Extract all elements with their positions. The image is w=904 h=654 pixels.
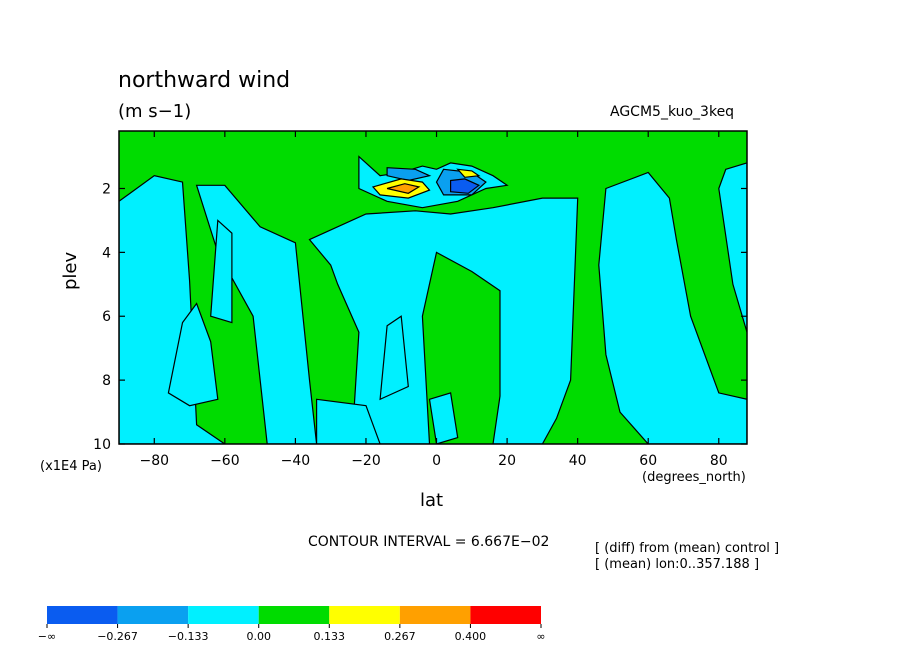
note-mean: [ (mean) lon:0..357.188 ] [595, 557, 760, 572]
contour-region-6 [428, 392, 459, 444]
contour-region-3 [167, 302, 219, 407]
x-tick-label: 80 [710, 453, 728, 469]
x-tick-label: 40 [569, 453, 587, 469]
axes: −80 −60 −40 −20 0 20 40 60 80 2 4 6 8 10 [93, 130, 748, 469]
colorbar-swatch-5 [399, 606, 471, 624]
contour-region-13 [450, 178, 481, 194]
colorbar-label-4: 0.133 [314, 630, 346, 643]
contour-region-4 [308, 197, 579, 444]
colorbar-label-3: 0.00 [246, 630, 271, 643]
contour-region-11 [386, 167, 432, 182]
y-axis-label: plev [60, 251, 81, 290]
colorbar-label-1: −0.267 [97, 630, 138, 643]
contour-region-15 [386, 183, 421, 194]
contour-region-8 [718, 162, 747, 333]
y-tick-label: 4 [102, 245, 111, 261]
y-tick-label: 10 [93, 437, 111, 453]
x-tick-label: 0 [432, 453, 441, 469]
chart-title: northward wind [118, 68, 291, 93]
contour-interval: CONTOUR INTERVAL = 6.667E−02 [308, 534, 550, 550]
colorbar-swatch-2 [188, 606, 259, 624]
contour-region-16 [456, 168, 481, 178]
plot-area [119, 131, 747, 444]
colorbar-swatch-4 [329, 606, 400, 624]
colorbar-label-7: ∞ [536, 630, 545, 643]
x-axis-unit: (degrees_north) [642, 470, 746, 485]
contour-region-2 [210, 219, 233, 324]
colorbar-swatch-1 [117, 606, 189, 624]
colorbar-label-6: 0.400 [455, 630, 487, 643]
contour-region-7 [598, 171, 747, 444]
x-axis-label: lat [420, 490, 444, 511]
y-tick-label: 8 [102, 373, 111, 389]
note-diff: [ (diff) from (mean) control ] [595, 541, 780, 556]
colorbar-swatch-0 [47, 606, 118, 624]
y-tick-label: 2 [102, 181, 111, 197]
y-axis-unit: (x1E4 Pa) [40, 459, 102, 474]
colorbar-swatch-6 [470, 606, 541, 624]
colorbar-label-5: 0.267 [384, 630, 416, 643]
x-tick-label: −20 [351, 453, 381, 469]
plot-frame [118, 130, 748, 445]
model-name: AGCM5_kuo_3keq [610, 104, 735, 120]
colorbar: −∞ −0.267 −0.133 0.00 0.133 0.267 0.400 ∞ [38, 606, 546, 643]
x-tick-label: 60 [639, 453, 657, 469]
contour-region-9 [316, 398, 381, 444]
x-tick-label: −60 [210, 453, 240, 469]
x-tick-label: 20 [498, 453, 516, 469]
contour-region-5 [379, 315, 409, 401]
colorbar-swatch-3 [258, 606, 330, 624]
x-tick-label: −40 [281, 453, 311, 469]
y-tick-label: 6 [102, 309, 111, 325]
colorbar-label-2: −0.133 [168, 630, 209, 643]
chart-units: (m s−1) [118, 101, 192, 122]
colorbar-label-0: −∞ [38, 630, 56, 643]
x-tick-label: −80 [140, 453, 170, 469]
